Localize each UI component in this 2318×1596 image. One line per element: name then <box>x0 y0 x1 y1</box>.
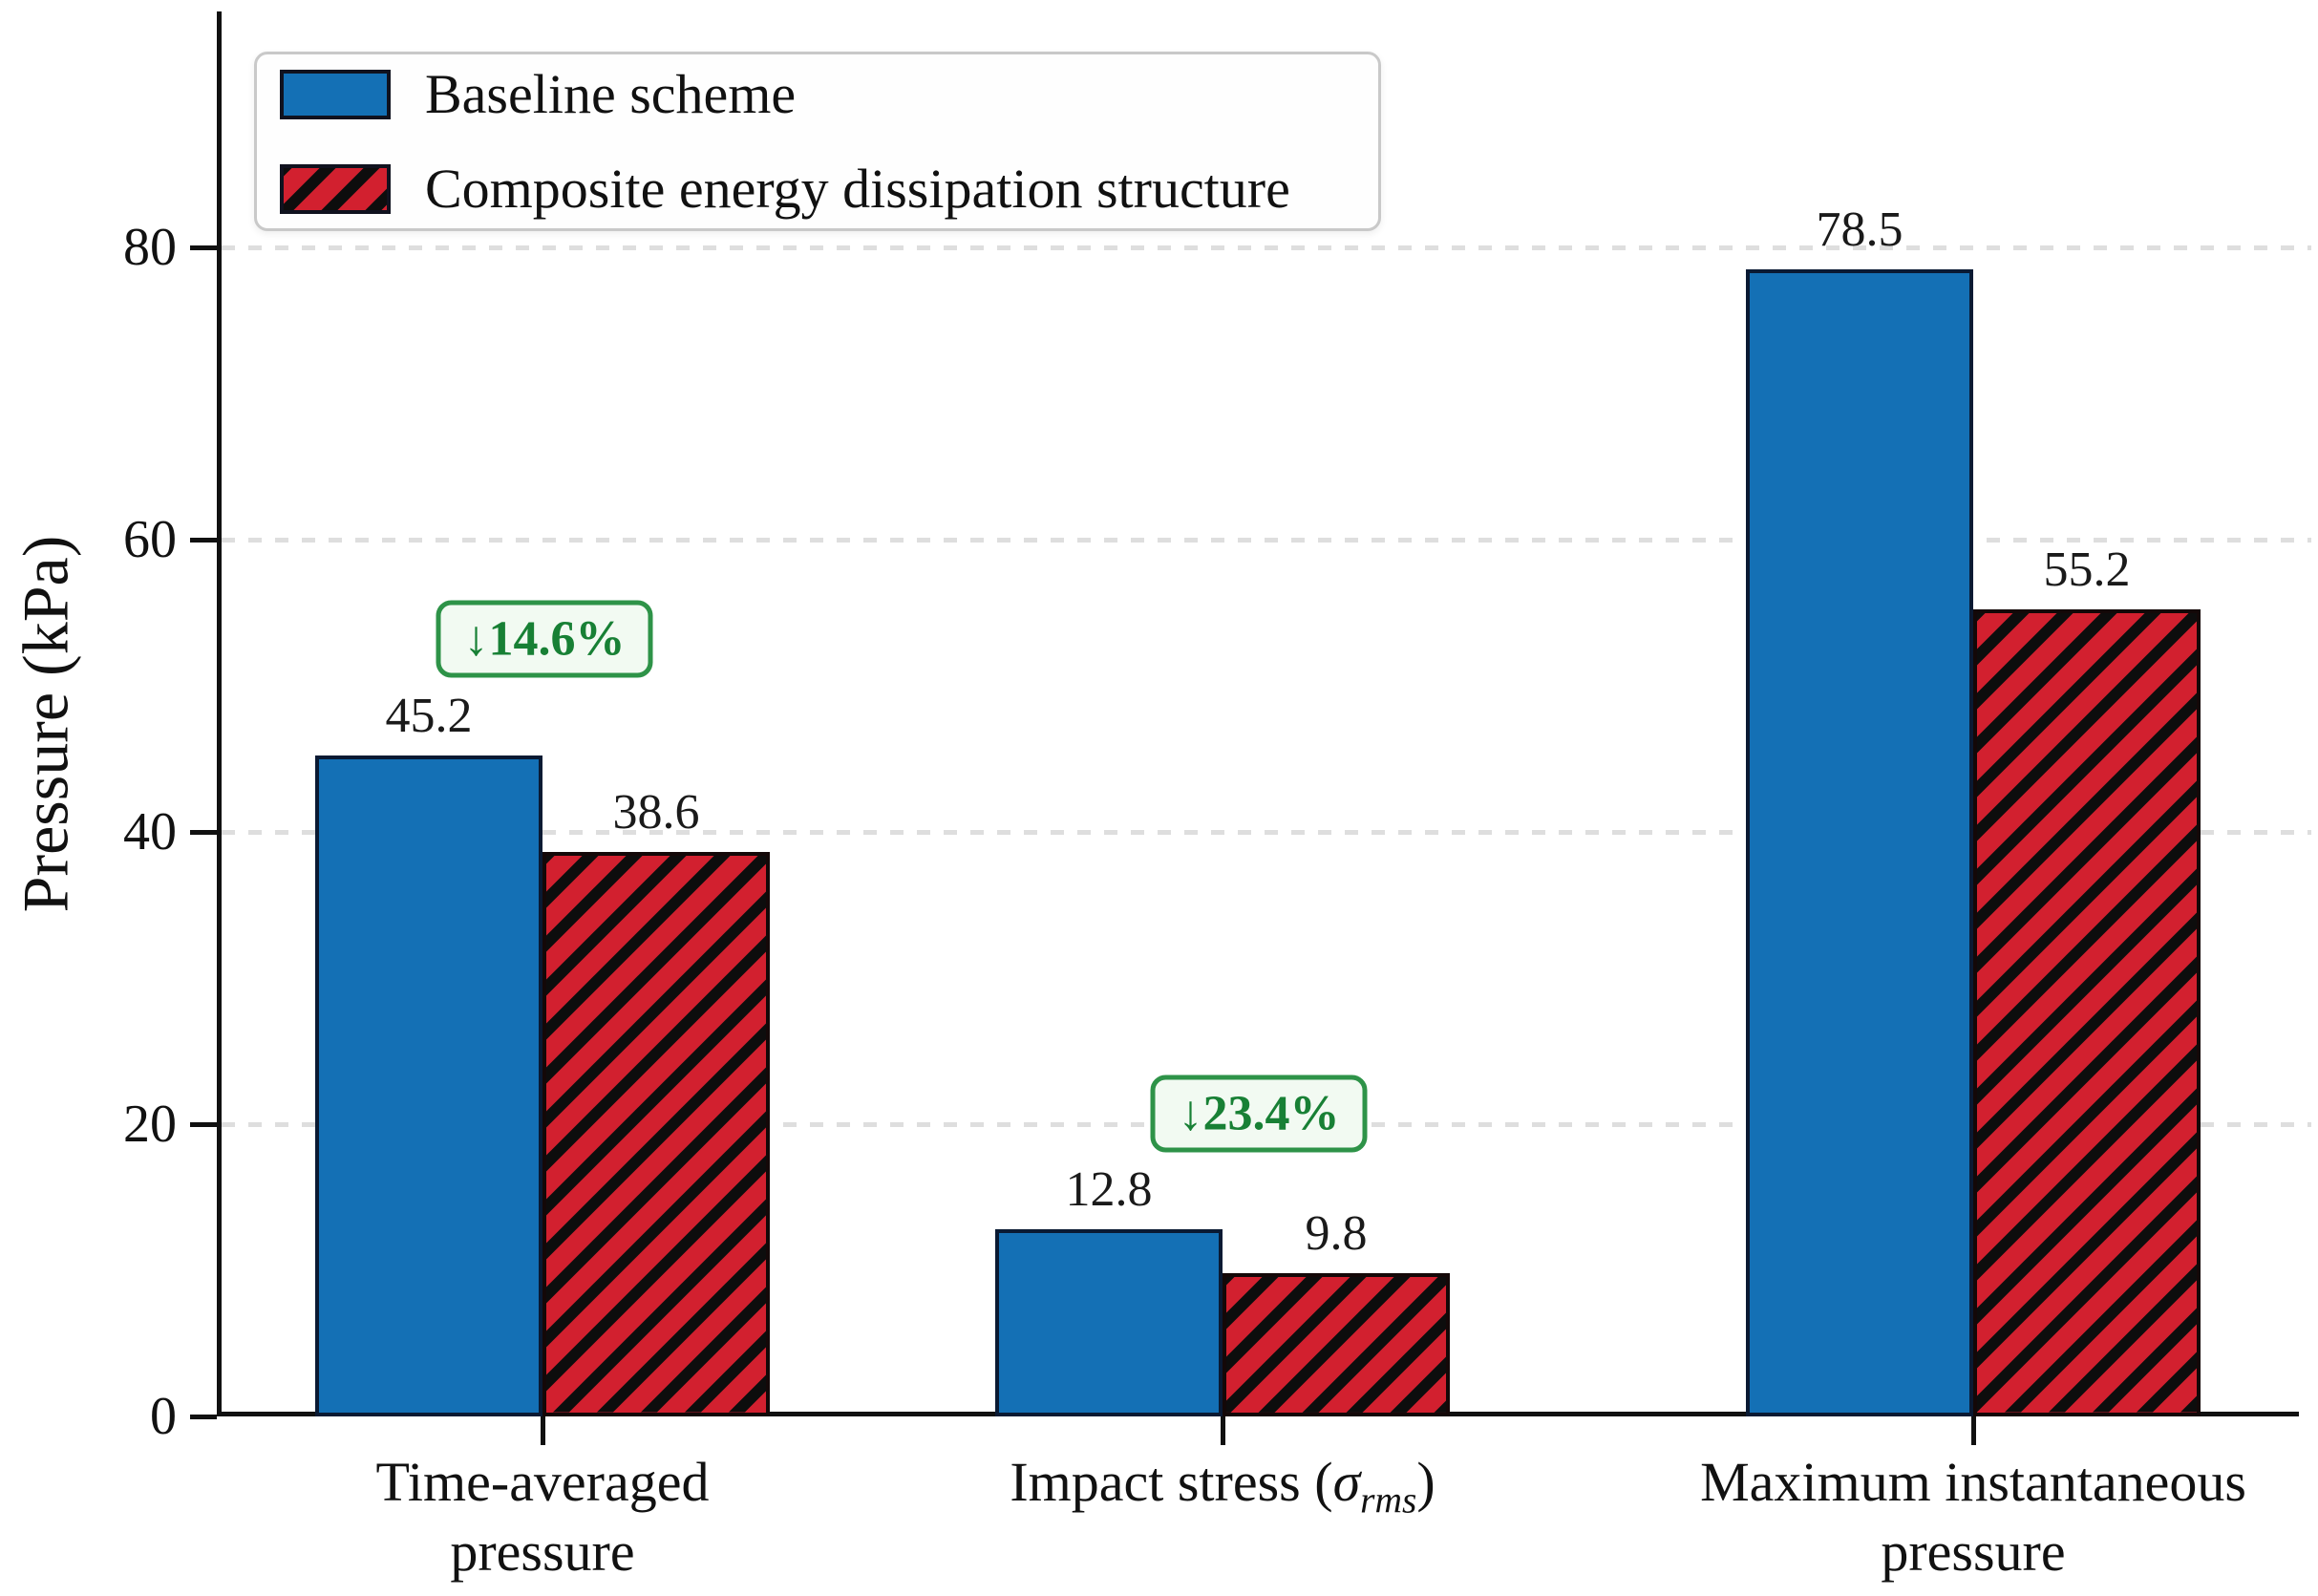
x-tick-2 <box>1971 1416 1976 1445</box>
x-label-2: Maximum instantaneous pressure <box>1700 1451 2246 1583</box>
hatch-pattern-icon <box>1226 1277 1446 1413</box>
y-tick-0 <box>190 1415 217 1419</box>
y-tick-label-60: 60 <box>123 510 177 569</box>
value-label-composite-0: 38.6 <box>612 785 700 841</box>
y-axis-title: Pressure (kPa) <box>9 535 82 913</box>
x-tick-1 <box>1221 1416 1225 1445</box>
value-label-baseline-2: 78.5 <box>1816 202 1903 257</box>
legend-label-composite: Composite energy dissipation structure <box>425 158 1290 220</box>
gridline-60 <box>222 538 2311 543</box>
legend-swatch-baseline <box>280 69 391 119</box>
bar-baseline-1 <box>995 1229 1223 1416</box>
hatch-pattern-icon <box>1977 613 2197 1413</box>
gridline-80 <box>222 245 2311 250</box>
legend: Baseline scheme Composite energy dissipa… <box>254 52 1381 231</box>
y-tick-label-40: 40 <box>123 802 177 862</box>
y-tick-label-20: 20 <box>123 1095 177 1154</box>
legend-item-baseline: Baseline scheme <box>280 62 1378 126</box>
legend-label-baseline: Baseline scheme <box>425 63 797 125</box>
gridline-40 <box>222 830 2311 835</box>
reduction-annotation-1: ↓14.6% <box>436 600 653 678</box>
y-tick-label-80: 80 <box>123 218 177 277</box>
x-label-1: Impact stress (σrms) <box>1010 1451 1435 1522</box>
x-tick-0 <box>541 1416 545 1445</box>
reduction-annotation-2: ↓23.4% <box>1150 1075 1368 1153</box>
bar-composite-0 <box>542 852 770 1416</box>
value-label-composite-2: 55.2 <box>2043 543 2131 598</box>
legend-item-composite: Composite energy dissipation structure <box>280 157 1378 221</box>
value-label-baseline-1: 12.8 <box>1065 1162 1153 1218</box>
y-axis-spine <box>217 11 222 1416</box>
hatch-pattern-icon <box>284 167 387 210</box>
x-label-0: Time-averaged pressure <box>375 1451 710 1583</box>
bar-baseline-0 <box>315 755 542 1416</box>
y-tick-80 <box>190 245 217 250</box>
value-label-baseline-0: 45.2 <box>385 689 473 744</box>
y-tick-20 <box>190 1122 217 1127</box>
y-tick-label-0: 0 <box>150 1387 177 1446</box>
legend-swatch-composite <box>280 163 391 214</box>
bar-composite-2 <box>1973 609 2201 1416</box>
hatch-pattern-icon <box>546 856 766 1413</box>
y-tick-40 <box>190 830 217 835</box>
bar-composite-1 <box>1223 1273 1450 1416</box>
y-tick-60 <box>190 538 217 543</box>
value-label-composite-1: 9.8 <box>1305 1206 1368 1262</box>
bar-baseline-2 <box>1746 268 1973 1416</box>
